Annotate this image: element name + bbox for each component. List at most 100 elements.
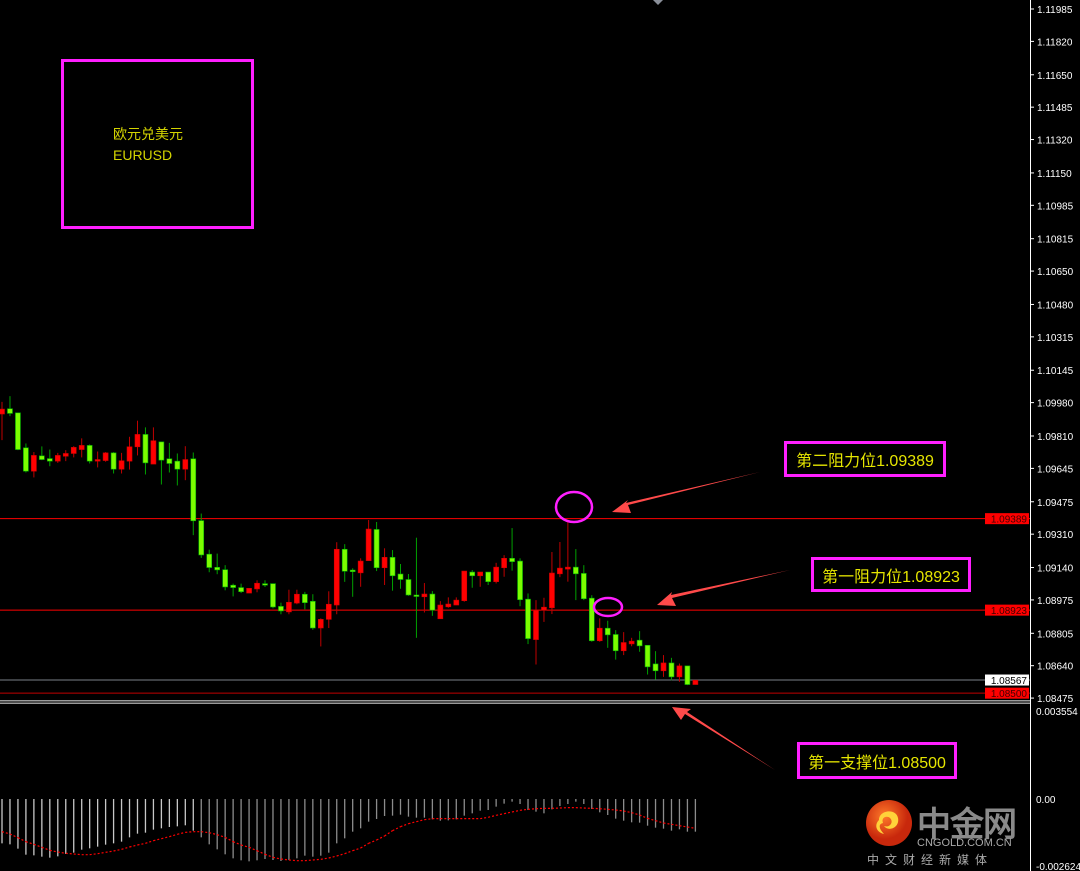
signal-line-segment (49, 849, 58, 853)
candle (39, 446, 45, 461)
signal-line-segment (607, 808, 616, 811)
signal-line-segment (312, 858, 321, 861)
candle (174, 453, 181, 486)
candle (533, 600, 539, 665)
logo-tagline-text: 中文财经新媒体 (867, 853, 994, 867)
candle-body (110, 452, 117, 470)
signal-line-segment (623, 810, 632, 814)
candle (612, 630, 619, 660)
signal-line-segment (73, 853, 82, 856)
candle (294, 589, 300, 605)
axis-tick-label: 1.10815 (1037, 235, 1074, 246)
price-axis[interactable]: 1.11985 1.11820 1.11650 1.11485 1.11320 1.111… (985, 0, 1080, 871)
candle-body (278, 606, 284, 612)
candle (365, 520, 372, 561)
axis-tick-label: 1.08805 (1037, 629, 1074, 640)
candle-body (365, 528, 372, 561)
candle (557, 542, 563, 578)
candle-body (158, 441, 165, 461)
candle (47, 449, 53, 467)
candle (437, 601, 444, 620)
candle-body (302, 593, 308, 603)
candle-body (286, 601, 292, 613)
candle-body (310, 600, 316, 629)
candle-body (270, 583, 276, 608)
signal-line-segment (129, 844, 138, 848)
candle (549, 552, 555, 615)
candle-body (206, 553, 213, 568)
candle (517, 558, 523, 607)
indicator-tick-label: 0.003554 (1036, 707, 1078, 718)
price-tag-label: 1.08923 (991, 606, 1028, 617)
candle-body (517, 560, 523, 601)
candle (445, 597, 452, 608)
candle-body (469, 571, 476, 577)
candle-body (549, 572, 555, 609)
signal-line-segment (9, 833, 19, 839)
chart-shift-marker-icon[interactable] (653, 0, 663, 5)
signal-line-segment (41, 846, 51, 851)
signal-line-segment (89, 853, 98, 856)
candle-body (509, 558, 515, 562)
indicator-window (1, 799, 697, 862)
candle-body (118, 460, 125, 470)
price-tag-label: 1.08567 (991, 676, 1028, 687)
axis-tick-label: 1.11650 (1037, 71, 1073, 82)
axis-tick-label: 1.09810 (1037, 432, 1074, 443)
signal-line-segment (480, 816, 489, 820)
candle-body (453, 599, 460, 606)
candle-body (325, 603, 332, 620)
axis-tick-label: 1.11820 (1037, 37, 1073, 48)
candle (461, 570, 468, 602)
signal-line-segment (57, 851, 66, 854)
candle (70, 446, 77, 458)
signal-line-segment (336, 853, 345, 857)
resistance-1-label: 第一阻力位1.08923 (811, 557, 971, 592)
candle-body (230, 584, 236, 588)
candle (652, 651, 659, 680)
candle (429, 591, 436, 616)
candle (581, 565, 587, 601)
candle (166, 442, 173, 473)
resistance-2-label: 第二阻力位1.09389 (784, 441, 946, 477)
candle-body (652, 663, 659, 672)
candle (78, 438, 85, 458)
signal-line-segment (248, 846, 258, 852)
candle-body (389, 557, 396, 577)
axis-tick-label: 1.09140 (1037, 564, 1074, 575)
candle-body (660, 662, 667, 672)
signal-line-segment (344, 850, 353, 855)
price-tag (985, 687, 1029, 699)
candle (620, 632, 627, 656)
candle-body (573, 566, 579, 575)
candle-body (620, 642, 627, 652)
signal-line-segment (408, 821, 417, 825)
signal-line-segment (687, 826, 696, 829)
signal-line-segment (232, 841, 242, 846)
candle (333, 542, 340, 615)
candle (389, 550, 396, 591)
candle-body (31, 455, 37, 472)
indicator-tick-label: -0.002624 (1036, 862, 1080, 871)
signal-line-segment (224, 836, 234, 843)
candle (206, 549, 213, 573)
candle-body (692, 679, 699, 685)
candle (238, 583, 244, 594)
candle (565, 520, 571, 582)
highlight-circle (592, 596, 624, 618)
candle-body (604, 627, 611, 636)
candle-body (405, 579, 412, 596)
logo-main-text: 中金网 (917, 806, 1017, 844)
signal-line-segment (161, 836, 170, 840)
candle-body (7, 408, 13, 414)
signal-line-segment (392, 826, 401, 832)
signal-line-segment (376, 835, 385, 841)
signal-line-segment (201, 831, 210, 834)
candle-body (636, 639, 643, 647)
signal-line-segment (663, 822, 672, 825)
candle-body (501, 558, 507, 569)
candle (286, 589, 292, 615)
axis-tick-label: 1.10985 (1037, 201, 1074, 212)
candle-body (477, 571, 484, 577)
